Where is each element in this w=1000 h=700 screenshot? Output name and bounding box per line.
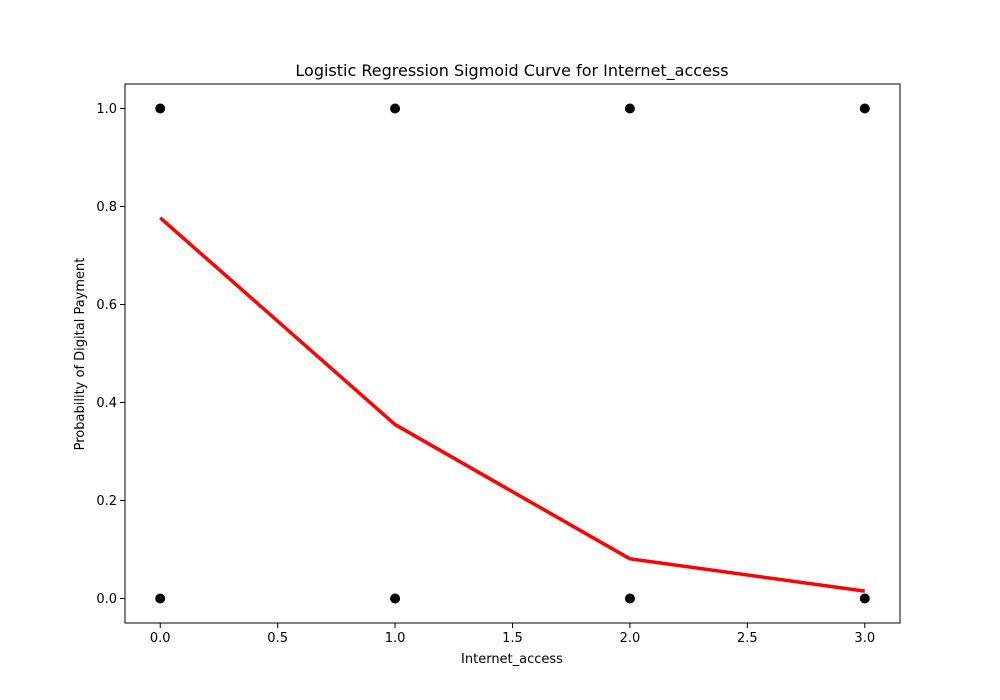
x-axis: 0.0 0.5 1.0 1.5 2.0 2.5 3.0 <box>150 623 875 646</box>
data-point <box>390 103 401 114</box>
y-tick-label: 0.2 <box>96 494 117 509</box>
y-tick-label: 1.0 <box>96 102 117 117</box>
x-tick-label: 0.0 <box>150 631 171 646</box>
x-tick-label: 2.0 <box>620 631 641 646</box>
y-tick-label: 0.8 <box>96 200 117 215</box>
y-tick-label: 0.0 <box>96 592 117 607</box>
x-axis-label: Internet_access <box>461 652 563 667</box>
data-point <box>624 593 635 604</box>
x-tick-label: 3.0 <box>854 631 875 646</box>
x-tick-label: 0.5 <box>267 631 288 646</box>
data-point <box>155 103 166 114</box>
data-point <box>859 593 870 604</box>
x-tick-label: 1.5 <box>502 631 523 646</box>
plot-area <box>155 103 870 604</box>
data-point <box>390 593 401 604</box>
plot-frame <box>124 83 901 624</box>
y-tick-label: 0.6 <box>96 298 117 313</box>
x-tick-label: 1.0 <box>385 631 406 646</box>
y-axis: 0.0 0.2 0.4 0.6 0.8 1.0 <box>96 102 125 607</box>
sigmoid-curve <box>159 216 866 593</box>
chart-title: Logistic Regression Sigmoid Curve for In… <box>295 61 728 81</box>
data-point <box>155 593 166 604</box>
y-tick-label: 0.4 <box>96 396 117 411</box>
y-axis-label: Probability of Digital Payment <box>73 258 88 451</box>
data-point <box>624 103 635 114</box>
x-tick-label: 2.5 <box>737 631 758 646</box>
data-point <box>859 103 870 114</box>
